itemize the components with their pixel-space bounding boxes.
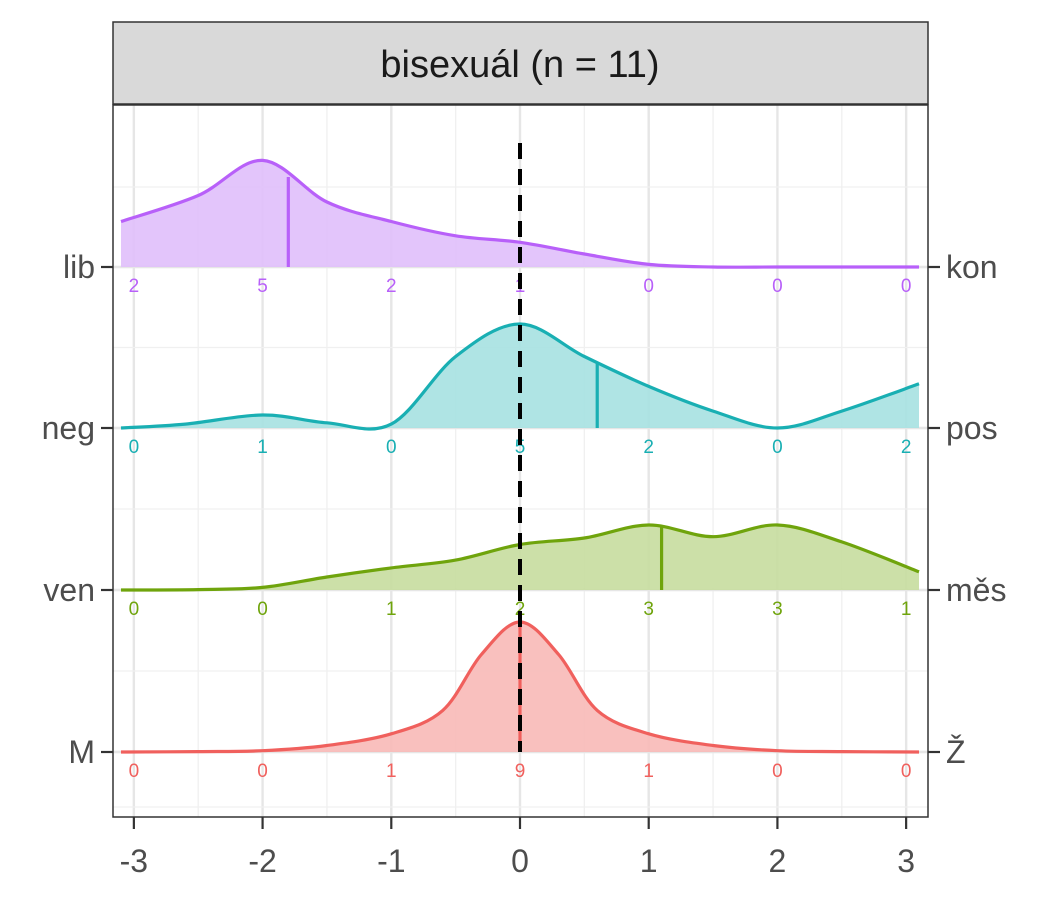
panel-outline [112,104,929,818]
facet-strip-background [112,21,929,105]
count-label: 0 [257,599,268,620]
count-label: 3 [772,599,783,620]
panel-border [112,104,929,818]
y-label-left: lib [63,249,95,285]
y-label-left: ven [43,572,95,608]
facet-strip-label: bisexuál (n = 11) [380,44,659,86]
ridge-neg: 0 1 0 5 2 0 2 [120,322,920,458]
count-label: 2 [386,276,397,297]
y-label-left: neg [42,410,95,446]
density-line [120,158,919,269]
x-tick-label: -1 [377,843,405,879]
x-tick-label: 3 [897,843,915,879]
count-label: 0 [772,437,783,458]
count-label: 0 [386,437,397,458]
count-label: 1 [901,599,912,620]
count-label: 1 [643,761,654,782]
y-label-right: pos [946,410,998,446]
y-label-right: Ž [946,734,966,770]
y-label-right: kon [946,249,998,285]
count-label: 0 [129,761,140,782]
x-tick-label: 2 [769,843,787,879]
count-label: 5 [257,276,268,297]
density-area [121,524,919,590]
count-label: 0 [901,761,912,782]
density-area [121,160,919,268]
density-area [121,324,919,430]
y-label-left: M [68,734,95,770]
count-label: 2 [643,437,654,458]
x-tick-label: 0 [511,843,529,879]
count-label: 9 [515,761,526,782]
count-label: 2 [515,599,526,620]
count-label: 2 [901,437,912,458]
count-label: 0 [772,761,783,782]
count-label: 1 [386,761,397,782]
count-label: 3 [643,599,654,620]
count-label: 0 [643,276,654,297]
x-tick-label: -3 [120,843,148,879]
count-label: 1 [386,599,397,620]
count-label: 1 [257,437,268,458]
density-line [120,322,920,431]
x-tick-label: 1 [640,843,658,879]
count-label: 0 [901,276,912,297]
facet-strip: bisexuál (n = 11) [112,21,929,105]
count-label: 0 [129,599,140,620]
x-tick-label: -2 [248,843,276,879]
count-label: 0 [257,761,268,782]
count-label: 5 [515,437,526,458]
count-label: 0 [129,437,140,458]
count-label: 2 [129,276,140,297]
count-label: 0 [772,276,783,297]
y-label-right: měs [946,572,1006,608]
